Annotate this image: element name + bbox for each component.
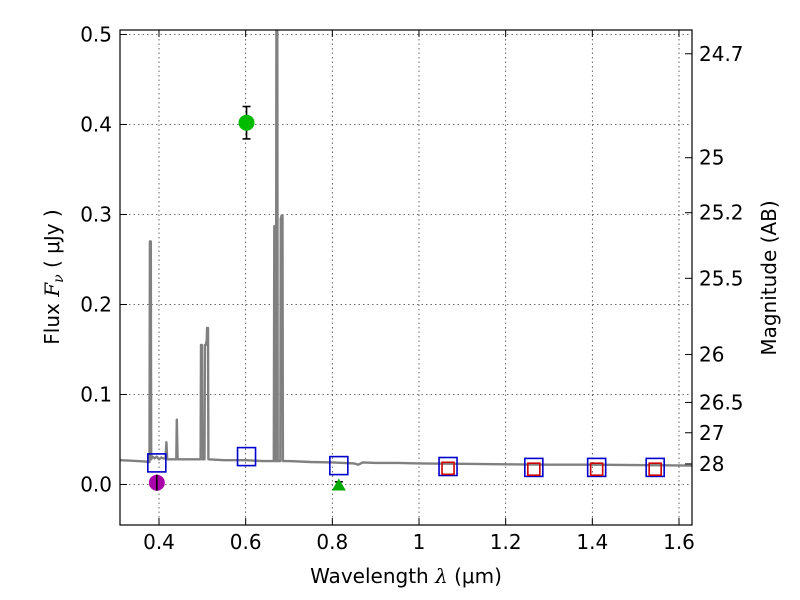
x-tick-label: 0.6 (230, 530, 262, 554)
x-tick-label: 0.4 (143, 530, 175, 554)
y-axis-label-symbol: F (40, 282, 64, 298)
observed-flux-small-marker (441, 461, 455, 476)
x-tick-label: 1 (413, 530, 426, 554)
y-axis-label-text: Flux (40, 297, 64, 345)
x-tick-label: 1.2 (490, 530, 522, 554)
y-tick-label: 0.4 (80, 113, 112, 137)
data-series-group (120, 30, 692, 491)
observed-upper-limit-marker (331, 478, 346, 491)
magnitude-tick-label: 25.2 (699, 201, 744, 225)
model-photometry-marker (438, 456, 458, 477)
model-photometry-marker (645, 457, 665, 478)
y-tick-label: 0.1 (80, 383, 112, 407)
x-axis-label-text: Wavelength (310, 564, 435, 588)
model-photometry-marker (524, 457, 544, 478)
y-tick-label: 0.2 (80, 293, 112, 317)
model-photometry-marker (586, 457, 607, 478)
y-axis-label: Flux Fν ( μJy ) (40, 209, 67, 344)
grid-layer (120, 30, 692, 525)
y-tick-label: 0.5 (80, 23, 112, 47)
x-axis-label-units: (μm) (448, 564, 502, 588)
model-photometry-marker (329, 455, 349, 476)
right-axis-label: Magnitude (AB) (757, 200, 781, 355)
y-axis-label-units: ( μJy ) (40, 209, 64, 274)
tick-layer: 0.4 0.6 0.8 1 1.2 1.4 1.6 0.0 0.1 0.2 0.3 0.4 0.5 24.… (80, 23, 743, 555)
magnitude-tick-label: 27 (699, 421, 724, 445)
magnitude-tick-label: 26 (699, 342, 724, 366)
x-tick-label: 1.6 (663, 530, 695, 554)
observed-flux-small-marker (589, 462, 604, 477)
model-photometry-marker (147, 453, 167, 473)
data-layer (120, 30, 692, 491)
x-axis-label: Wavelength λ (μm) (310, 564, 502, 588)
x-tick-label: 1.4 (576, 530, 608, 554)
magnitude-tick-label: 28 (699, 452, 724, 476)
y-tick-label: 0.0 (80, 473, 112, 497)
x-axis-label-symbol: λ (434, 564, 448, 588)
y-axis-label-subscript: ν (51, 274, 67, 283)
observed-flux-small-marker (527, 462, 541, 477)
magnitude-tick-label: 26.5 (699, 390, 744, 414)
observed-flux-small-marker (648, 462, 662, 477)
y-tick-label: 0.3 (80, 203, 112, 227)
magnitude-tick-label: 25 (699, 146, 724, 170)
magnitude-tick-label: 24.7 (699, 42, 744, 66)
observed-detection-marker (238, 114, 255, 131)
x-tick-label: 0.8 (316, 530, 348, 554)
model-photometry-marker (236, 446, 257, 467)
plot-frame (119, 29, 693, 526)
magnitude-tick-label: 25.5 (699, 266, 744, 290)
model-spectrum-line (120, 30, 692, 467)
